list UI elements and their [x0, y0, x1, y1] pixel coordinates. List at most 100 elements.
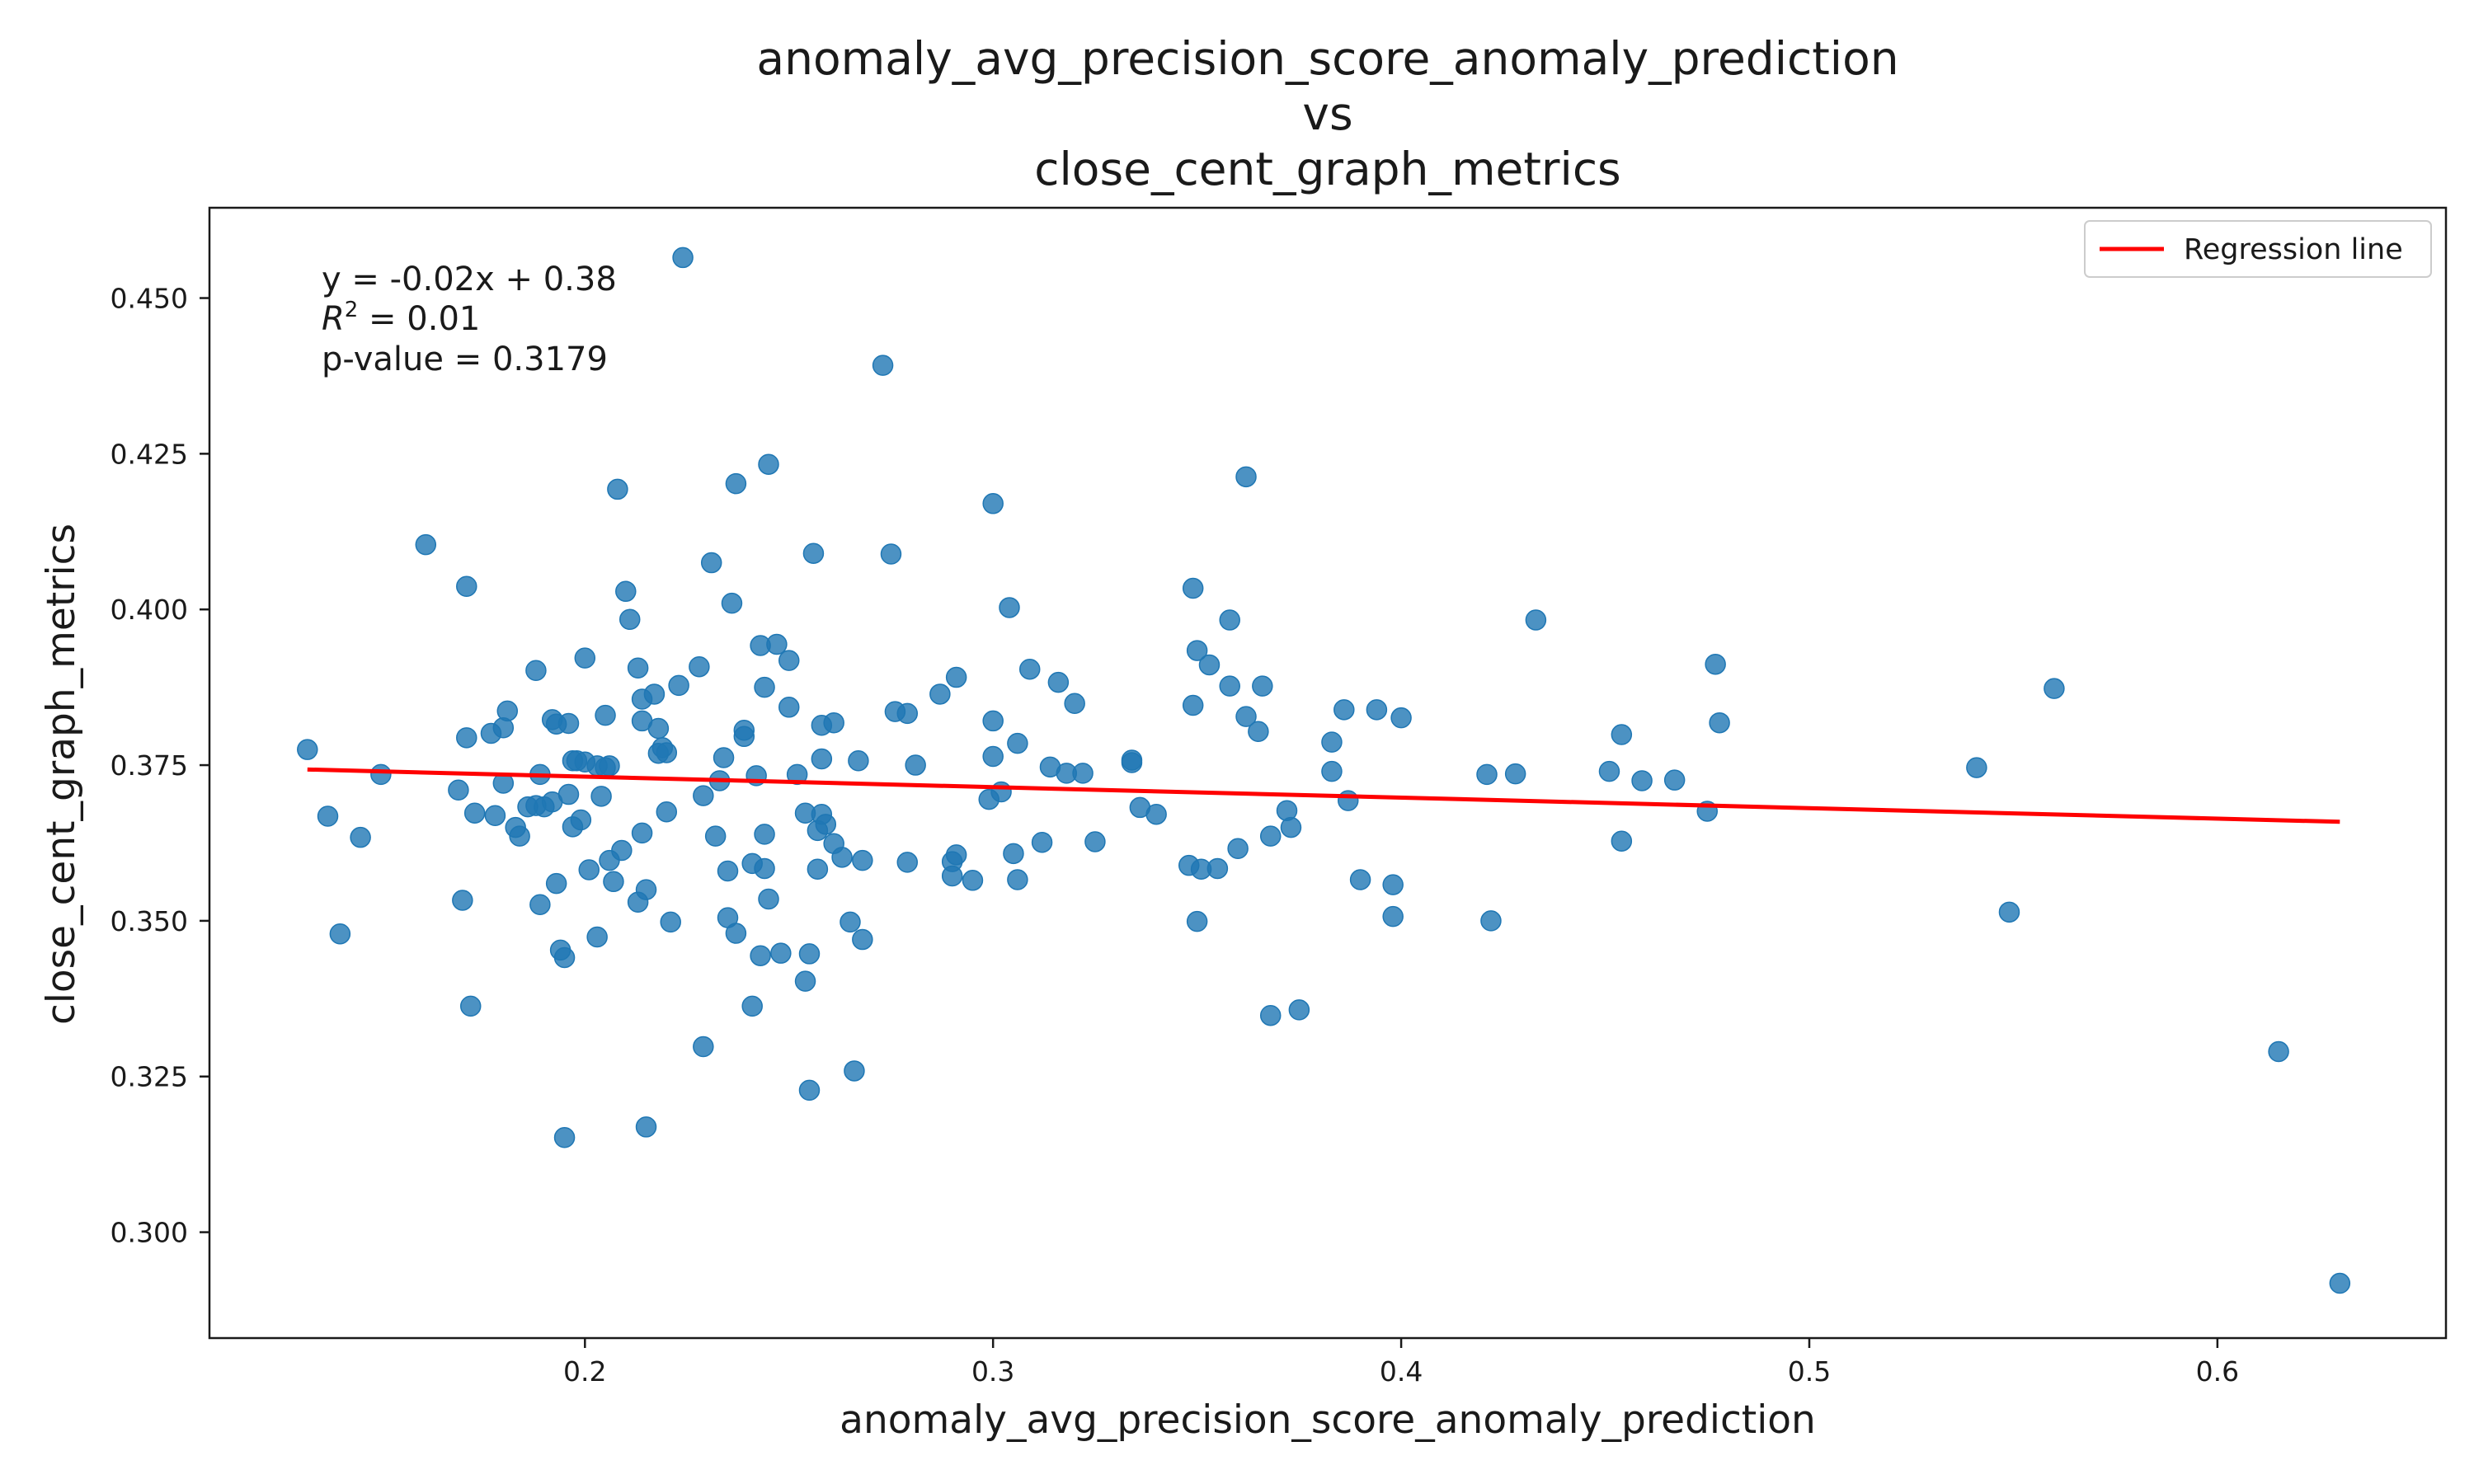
scatter-point — [733, 720, 755, 741]
scatter-point — [350, 826, 371, 848]
scatter-point — [1031, 831, 1053, 853]
y-axis-ticks: 0.300 0.325 0.350 0.375 0.400 0.425 0.450 — [111, 283, 209, 1249]
scatter-point — [1186, 640, 1208, 661]
scatter-point — [1390, 707, 1412, 729]
scatter-point — [509, 825, 530, 847]
scatter-point — [1504, 763, 1526, 785]
scatter-point — [607, 478, 628, 500]
scatter-point — [1064, 693, 1085, 715]
r-squared-superscript: 2 — [345, 298, 359, 322]
scatter-point — [586, 926, 608, 948]
scatter-point — [672, 247, 694, 269]
scatter-point — [1631, 770, 1653, 791]
regression-line-group — [307, 767, 2340, 824]
scatter-point — [754, 824, 775, 845]
scatter-point — [1206, 857, 1229, 880]
scatter-point — [704, 825, 727, 847]
scatter-point — [741, 995, 763, 1017]
scatter-point — [2268, 1040, 2289, 1063]
x-tick-label: 0.2 — [563, 1355, 606, 1388]
scatter-point — [1366, 699, 1388, 721]
scatter-point — [758, 888, 779, 910]
scatter-point — [1966, 757, 1987, 778]
scatter-point — [1186, 910, 1208, 932]
scatter-point — [778, 697, 800, 718]
y-tick-label: 0.450 — [111, 283, 188, 315]
scatter-point — [463, 802, 486, 824]
scatter-point — [896, 852, 919, 873]
r-squared-text: R2 = 0.01 — [322, 298, 480, 338]
scatter-point — [1121, 752, 1143, 773]
chart-title-line-1: anomaly_avg_precision_score_anomaly_pred… — [756, 32, 1898, 85]
scatter-point — [553, 946, 576, 969]
scatter-point — [1998, 901, 2020, 923]
scatter-point — [611, 839, 633, 862]
scatter-point — [627, 657, 649, 679]
scatter-point — [452, 890, 473, 911]
scatter-point — [798, 943, 821, 965]
scatter-point — [1525, 609, 1547, 631]
scatter-point — [896, 702, 919, 725]
scatter-point — [1182, 577, 1204, 599]
scatter-point — [823, 711, 844, 734]
scatter-point — [1288, 999, 1310, 1021]
chart-title-line-3: close_cent_graph_metrics — [1034, 143, 1620, 195]
y-tick-label: 0.400 — [111, 594, 188, 626]
scatter-point — [574, 647, 596, 669]
scatter-point — [1349, 869, 1371, 890]
scatter-point — [802, 542, 825, 564]
scatter-point — [1235, 466, 1257, 488]
scatter-point — [758, 453, 779, 475]
y-tick-label: 0.325 — [111, 1061, 188, 1093]
scatter-point — [721, 592, 743, 614]
scatter-point — [880, 543, 902, 565]
scatter-point — [545, 872, 567, 895]
scatter-point — [1333, 699, 1355, 721]
scatter-point — [529, 894, 551, 916]
scatter-point — [693, 785, 714, 806]
scatter-point — [459, 995, 482, 1017]
scatter-point — [1382, 874, 1404, 895]
scatter-point — [643, 683, 666, 705]
scatter-point — [689, 655, 710, 678]
scatter-point — [2329, 1272, 2351, 1294]
scatter-point — [1280, 816, 1302, 838]
scatter-point — [615, 580, 637, 603]
scatter-point — [448, 779, 469, 801]
scatter-point — [794, 970, 816, 992]
scatter-point — [1145, 803, 1167, 825]
x-axis-label: anomaly_avg_precision_score_anomaly_pred… — [840, 1397, 1816, 1443]
scatter-point — [990, 781, 1012, 803]
scatter-point — [1321, 760, 1343, 782]
scatter-point — [603, 871, 624, 893]
r-squared-value: = 0.01 — [358, 300, 480, 338]
scatter-point — [1611, 724, 1633, 745]
regression-annotation: y = -0.02x + 0.38 R2 = 0.01 p-value = 0.… — [322, 261, 617, 378]
equation-text: y = -0.02x + 0.38 — [322, 261, 617, 298]
scatter-point — [1182, 694, 1204, 716]
chart-title-line-2: vs — [1302, 87, 1352, 140]
legend: Regression line — [2084, 220, 2432, 278]
scatter-point — [693, 1036, 714, 1058]
scatter-point — [982, 710, 1004, 732]
scatter-point — [831, 847, 853, 868]
scatter-point — [656, 801, 678, 823]
scatter-point — [754, 857, 775, 880]
scatter-point — [590, 786, 612, 807]
scatter-point — [1476, 763, 1498, 786]
scatter-point — [700, 552, 722, 574]
scatter-point — [329, 923, 351, 945]
scatter-point — [1709, 711, 1730, 734]
scatter-point — [660, 911, 681, 933]
scatter-point — [815, 814, 837, 835]
scatter-point — [1227, 838, 1249, 860]
scatter-point — [1248, 721, 1269, 743]
scatter-point — [484, 805, 506, 826]
scatter-point — [766, 633, 788, 655]
scatter-point — [647, 717, 670, 740]
scatter-point — [982, 745, 1004, 768]
scatter-point — [635, 1116, 657, 1138]
scatter-point — [1047, 671, 1070, 693]
scatter-point — [754, 676, 775, 698]
